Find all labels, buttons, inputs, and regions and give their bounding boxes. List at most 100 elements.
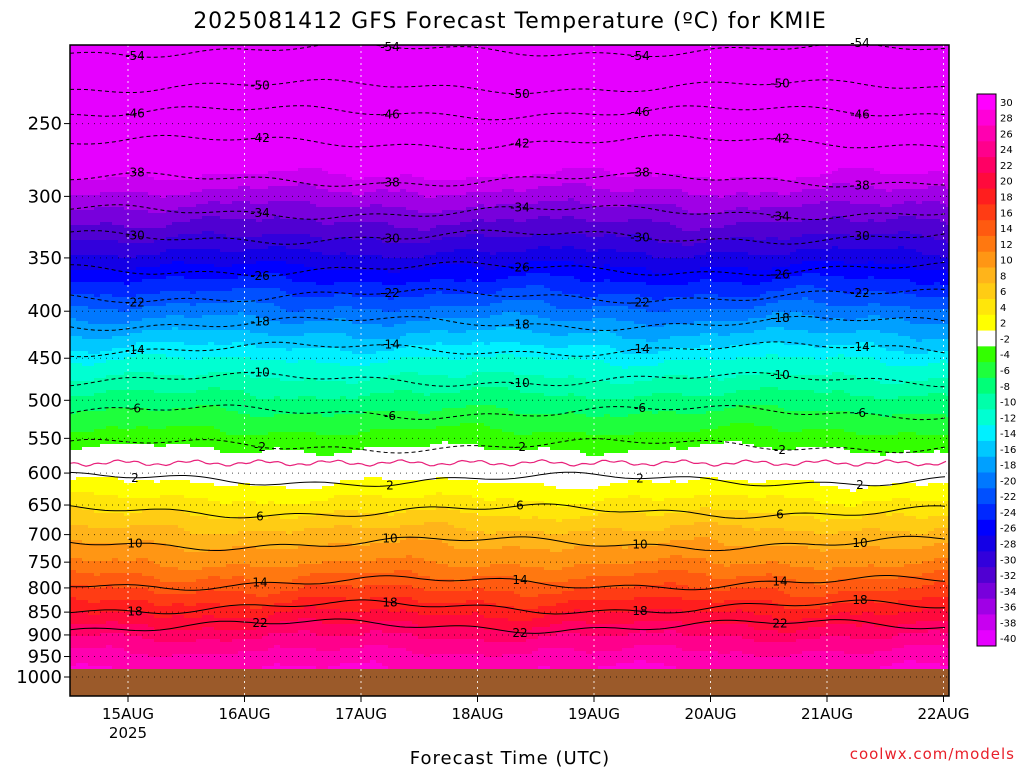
fill-cell [604,546,611,565]
fill-cell [364,324,371,340]
fill-cell [226,549,233,565]
fill-cell [202,204,209,217]
fill-cell [358,648,365,664]
fill-cell [118,282,125,298]
fill-cell [472,177,479,193]
fill-cell [790,579,797,598]
fill-cell [634,234,641,253]
fill-cell [844,375,851,394]
fill-cell [550,219,557,235]
fill-cell [466,207,473,223]
fill-cell [868,315,875,331]
fill-cell [862,453,869,490]
fill-cell [556,414,563,433]
fill-cell [478,282,485,295]
fill-cell [934,582,941,598]
fill-cell [106,192,113,208]
fill-cell [352,45,359,181]
fill-cell [880,399,887,418]
fill-cell [130,309,137,322]
fill-cell [664,570,671,583]
fill-cell [874,330,881,346]
fill-cell [604,528,611,547]
fill-cell [784,579,791,595]
fill-cell [652,258,659,274]
fill-cell [694,396,701,415]
fill-cell [496,429,503,451]
fill-cell [136,573,143,589]
fill-cell [928,309,935,325]
fill-cell [700,600,707,613]
fill-cell [112,375,119,391]
fill-cell [478,177,485,193]
fill-cell [412,624,419,637]
fill-cell [220,654,227,673]
fill-cell [736,333,743,346]
fill-cell [220,591,227,607]
fill-cell [328,381,335,400]
fill-cell [94,513,101,529]
fill-cell [454,180,461,196]
fill-cell [658,378,665,394]
fill-cell [274,360,281,379]
fill-cell [130,540,137,562]
fill-cell [178,654,185,670]
fill-cell [460,444,467,481]
fill-cell [346,270,353,283]
fill-cell [820,174,827,190]
fill-cell [184,480,191,499]
fill-cell [712,267,719,283]
fill-cell [472,612,479,628]
fill-cell [808,582,815,598]
fill-cell [934,45,941,172]
fill-cell [568,504,575,520]
fill-cell [646,531,653,547]
fill-cell [142,444,149,481]
fill-cell [868,591,875,601]
fill-cell [148,615,155,628]
fill-cell [160,525,167,544]
fill-cell [766,270,773,283]
fill-cell [862,414,869,436]
fill-cell [124,243,131,259]
fill-cell [832,429,839,448]
fill-cell [154,45,161,181]
fill-cell [910,453,917,484]
fill-cell [796,498,803,517]
fill-cell [328,636,335,652]
fill-cell [544,648,551,667]
fill-cell [790,288,797,301]
fill-cell [382,429,389,448]
fill-cell [394,528,401,544]
fill-cell [736,441,743,481]
fill-cell [310,453,317,490]
fill-cell [616,546,623,565]
fill-cell [352,339,359,355]
fill-cell [706,588,713,601]
fill-cell [154,630,161,643]
fill-cell [946,597,949,613]
fill-cell [892,306,899,319]
fill-cell [634,282,641,295]
fill-cell [298,396,305,415]
fill-cell [694,45,701,178]
fill-cell [820,651,827,670]
fill-cell [820,486,827,505]
fill-cell [298,381,305,397]
fill-cell [916,354,923,367]
fill-cell [268,45,275,172]
fill-cell [172,393,179,409]
fill-cell [892,615,899,628]
fill-cell [472,219,479,235]
fill-cell [724,360,731,379]
fill-cell [394,273,401,286]
fill-cell [502,516,509,532]
fill-cell [388,648,395,670]
fill-cell [274,603,281,613]
fill-cell [262,204,269,220]
fill-cell [364,222,371,238]
fill-cell [226,519,233,535]
fill-cell [526,219,533,238]
fill-cell [616,177,623,193]
fill-cell [778,633,785,643]
